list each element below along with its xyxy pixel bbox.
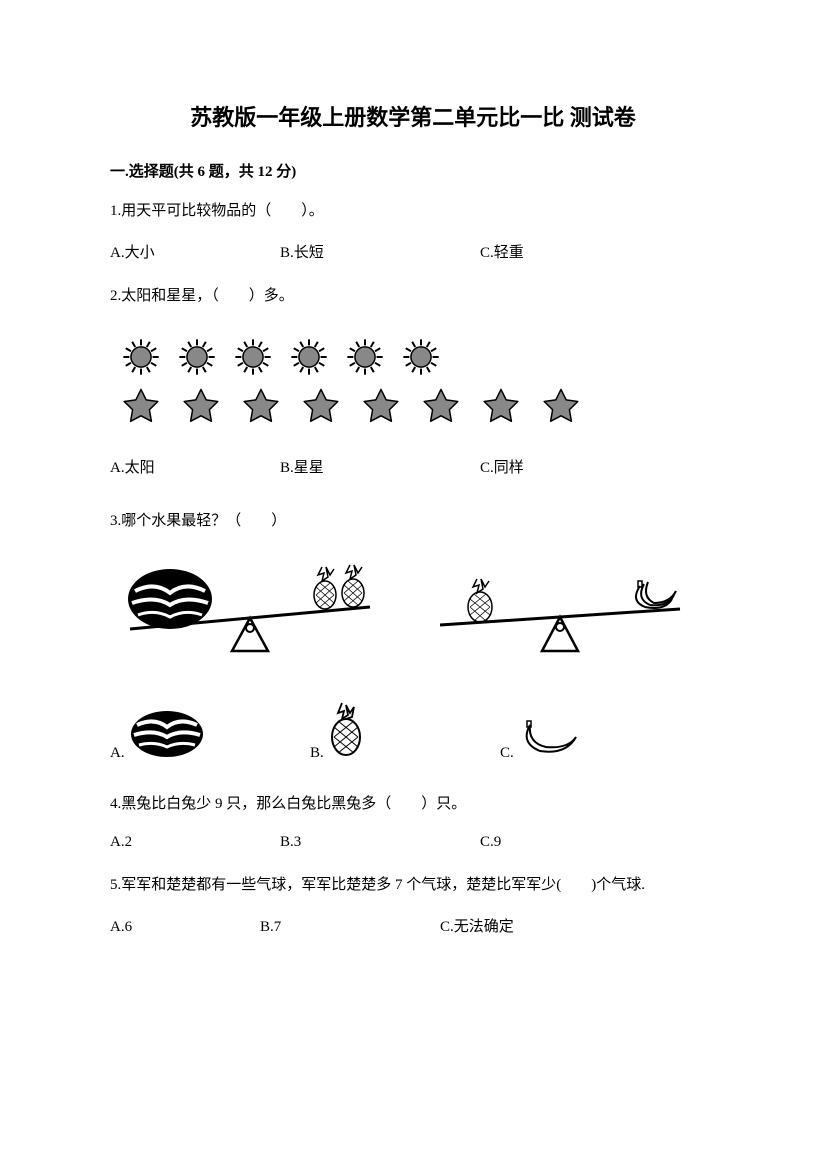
q5-option-a: A.6	[110, 915, 260, 936]
star-icon	[240, 386, 282, 428]
star-icon	[480, 386, 522, 428]
star-icon	[420, 386, 462, 428]
q2-stars-row	[120, 386, 716, 428]
q4-option-a: A.2	[110, 834, 280, 851]
sun-icon	[344, 336, 386, 378]
q3-option-a: A.	[110, 707, 310, 762]
q3-option-c: C.	[500, 719, 582, 762]
watermelon-icon	[129, 707, 205, 762]
q5-option-b: B.7	[260, 915, 440, 936]
q4-text: 4.黑兔比白兔少 9 只，那么白兔比黑兔多（ ）只。	[110, 792, 716, 816]
scale-right	[420, 551, 700, 661]
sun-icon	[120, 336, 162, 378]
star-icon	[360, 386, 402, 428]
q3-option-b: B.	[310, 701, 500, 762]
q2-option-c: C.同样	[480, 456, 716, 477]
q4-options: A.2 B.3 C.9	[110, 834, 716, 851]
q3-scales	[110, 551, 716, 661]
section-header: 一.选择题(共 6 题，共 12 分)	[110, 160, 716, 181]
q2-option-a: A.太阳	[110, 456, 280, 477]
q5-text: 5.军军和楚楚都有一些气球，军军比楚楚多 7 个气球，楚楚比军军少( )个气球.	[110, 873, 716, 897]
q3-text: 3.哪个水果最轻？（ ）	[110, 509, 716, 533]
q1-option-a: A.大小	[110, 241, 280, 262]
q1-option-b: B.长短	[280, 241, 480, 262]
q2-suns-row	[120, 336, 716, 378]
q1-options: A.大小 B.长短 C.轻重	[110, 241, 716, 262]
q2-text: 2.太阳和星星，（ ）多。	[110, 284, 716, 308]
star-icon	[540, 386, 582, 428]
star-icon	[120, 386, 162, 428]
q3-options: A. B. C.	[110, 701, 716, 762]
banana-icon	[518, 719, 582, 762]
sun-icon	[288, 336, 330, 378]
q4-option-c: C.9	[480, 834, 716, 851]
q1-option-c: C.轻重	[480, 241, 716, 262]
sun-icon	[176, 336, 218, 378]
sun-icon	[400, 336, 442, 378]
star-icon	[300, 386, 342, 428]
q5-option-c: C.无法确定	[440, 915, 716, 936]
q2-option-b: B.星星	[280, 456, 480, 477]
star-icon	[180, 386, 222, 428]
sun-icon	[232, 336, 274, 378]
scale-left	[110, 551, 390, 661]
q2-options: A.太阳 B.星星 C.同样	[110, 456, 716, 477]
q4-option-b: B.3	[280, 834, 480, 851]
page-title: 苏教版一年级上册数学第二单元比一比 测试卷	[110, 100, 716, 132]
q5-options: A.6 B.7 C.无法确定	[110, 915, 716, 936]
pineapple-icon	[328, 701, 364, 762]
q1-text: 1.用天平可比较物品的（ ）。	[110, 199, 716, 223]
